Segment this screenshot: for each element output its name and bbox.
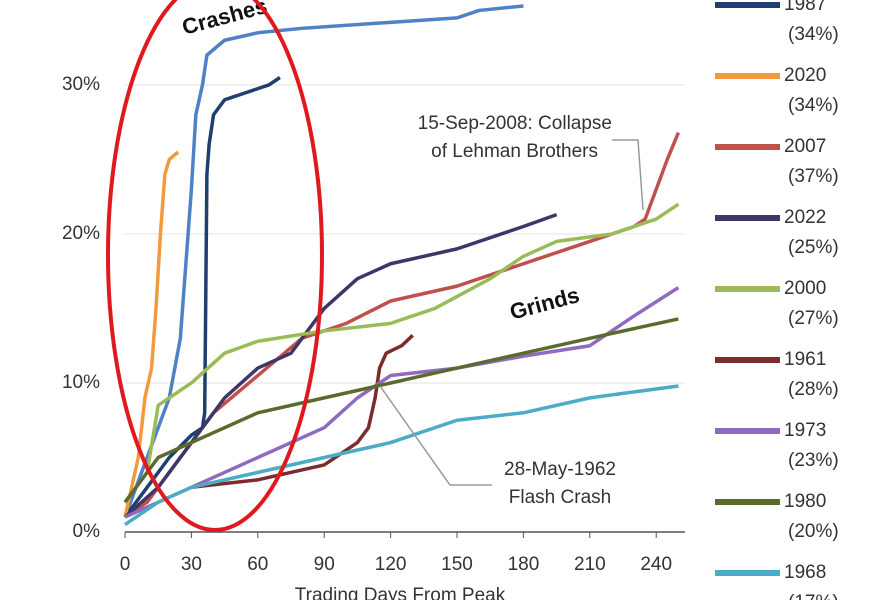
- x-tick-label: 150: [441, 554, 473, 575]
- line-series: [123, 202, 680, 504]
- y-tick-label: 20%: [62, 223, 100, 244]
- legend-label: 1987: [784, 0, 826, 15]
- line-series: [123, 212, 558, 519]
- legend-label: 1973: [784, 420, 826, 441]
- annotation: of Lehman Brothers: [431, 141, 598, 162]
- leader-line: [379, 385, 492, 486]
- line-series: [191, 334, 414, 490]
- x-tick-label: 0: [120, 554, 131, 575]
- legend-label: 2022: [784, 207, 826, 228]
- legend-drawdown: (23%): [788, 450, 839, 471]
- annotation: 15-Sep-2008: Collapse: [418, 113, 612, 134]
- leader-line: [612, 139, 644, 211]
- legend-drawdown: (28%): [788, 379, 839, 400]
- x-axis-label: Trading Days From Peak: [295, 585, 506, 600]
- line-series: [123, 76, 281, 519]
- y-tick-label: 30%: [62, 74, 100, 95]
- x-tick-label: 120: [375, 554, 407, 575]
- line-series: [123, 317, 679, 504]
- line-series: [123, 4, 524, 518]
- legend-drawdown: (34%): [788, 24, 839, 45]
- annotation: 28-May-1962: [504, 459, 616, 480]
- legend-label: 2020: [784, 65, 826, 86]
- plot-area: [123, 4, 685, 538]
- y-tick-label: 10%: [62, 372, 100, 393]
- x-tick-label: 180: [508, 554, 540, 575]
- x-tick-label: 60: [247, 554, 268, 575]
- legend-label: 1968: [784, 562, 826, 583]
- x-tick-label: 210: [574, 554, 606, 575]
- legend-drawdown: (37%): [788, 166, 839, 187]
- line-series: [124, 384, 679, 527]
- x-tick-label: 30: [181, 554, 202, 575]
- legend-drawdown: (20%): [788, 521, 839, 542]
- y-tick-label: 0%: [73, 521, 101, 542]
- highlight-ellipse: [106, 0, 324, 532]
- legend-label: 1961: [784, 349, 826, 370]
- legend-drawdown: (25%): [788, 237, 839, 258]
- line-series: [123, 150, 180, 518]
- legend-drawdown: (27%): [788, 308, 839, 329]
- annotation: Flash Crash: [509, 487, 611, 508]
- x-tick-label: 90: [314, 554, 335, 575]
- annotation: Grinds: [507, 282, 582, 325]
- legend-drawdown: (17%): [788, 592, 839, 600]
- legend-label: 1980: [784, 491, 826, 512]
- legend-drawdown: (34%): [788, 95, 839, 116]
- legend-label: 2007: [784, 136, 826, 157]
- x-tick-label: 240: [640, 554, 672, 575]
- legend-label: 2000: [784, 278, 826, 299]
